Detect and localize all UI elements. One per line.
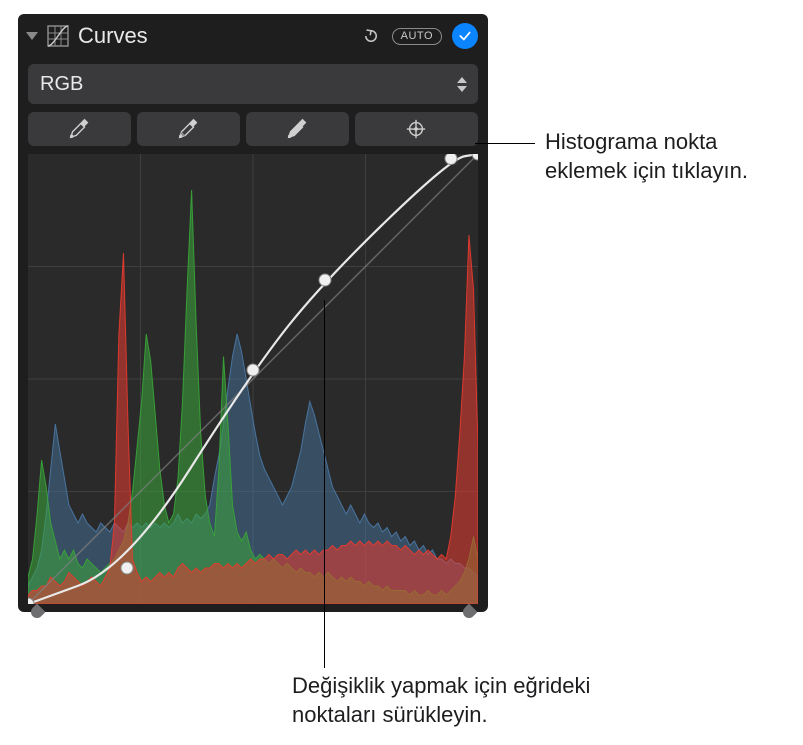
panel-header: Curves AUTO [18,14,488,58]
channel-select-label: RGB [40,73,83,96]
add-point-button[interactable] [355,112,478,146]
range-slider [28,604,478,618]
callout-add-point: Histograma nokta eklemek için tıklayın. [545,128,795,185]
white-point-slider[interactable] [461,604,478,621]
panel-title: Curves [78,23,360,49]
callout-drag-points: Değişiklik yapmak için eğrideki noktalar… [292,672,632,729]
select-arrows-icon [454,72,470,96]
white-point-dropper-button[interactable] [246,112,349,146]
auto-button[interactable]: AUTO [392,28,442,45]
reset-button[interactable] [360,25,382,47]
curves-panel: Curves AUTO RGB [18,14,488,612]
callout-line [475,143,535,144]
curves-graph-container [28,154,478,604]
black-point-dropper-button[interactable] [28,112,131,146]
gray-point-dropper-button[interactable] [137,112,240,146]
curves-graph[interactable] [28,154,478,604]
header-actions: AUTO [360,23,478,49]
black-point-slider[interactable] [29,604,46,621]
disclosure-triangle-icon[interactable] [26,32,38,40]
dropper-toolbar [28,112,478,146]
callout-line [324,300,325,668]
curves-icon [44,22,72,50]
enable-toggle[interactable] [452,23,478,49]
channel-select[interactable]: RGB [28,64,478,104]
